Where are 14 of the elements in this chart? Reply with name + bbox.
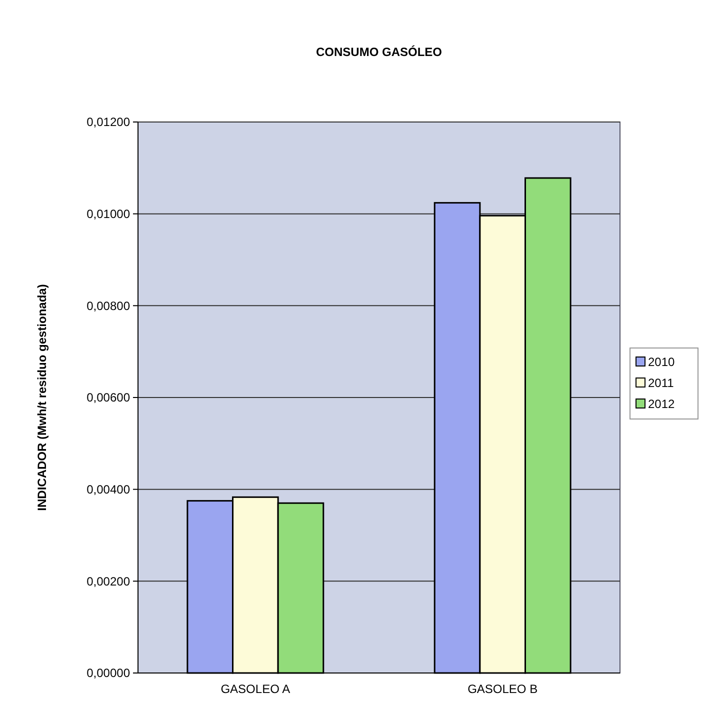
legend-label: 2011 — [648, 376, 674, 390]
x-tick-label: GASOLEO A — [220, 682, 290, 696]
x-tick-label: GASOLEO B — [468, 682, 538, 696]
legend-label: 2012 — [648, 397, 676, 412]
y-tick-label: 0,00200 — [86, 574, 130, 588]
y-tick-label: 0,00600 — [86, 390, 130, 405]
y-axis-title: INDICADOR (Mwh/t residuo gestionada) — [35, 284, 49, 511]
chart-title: CONSUMO GASÓLEO — [316, 45, 442, 59]
legend-label: 2010 — [648, 355, 676, 370]
y-tick-label: 0,01200 — [86, 115, 130, 130]
y-tick-label: 0,00400 — [86, 482, 130, 497]
y-tick-label: 0,01000 — [86, 207, 130, 222]
y-tick-label: 0,00800 — [86, 298, 130, 313]
y-tick-label: 0,00000 — [86, 666, 130, 680]
